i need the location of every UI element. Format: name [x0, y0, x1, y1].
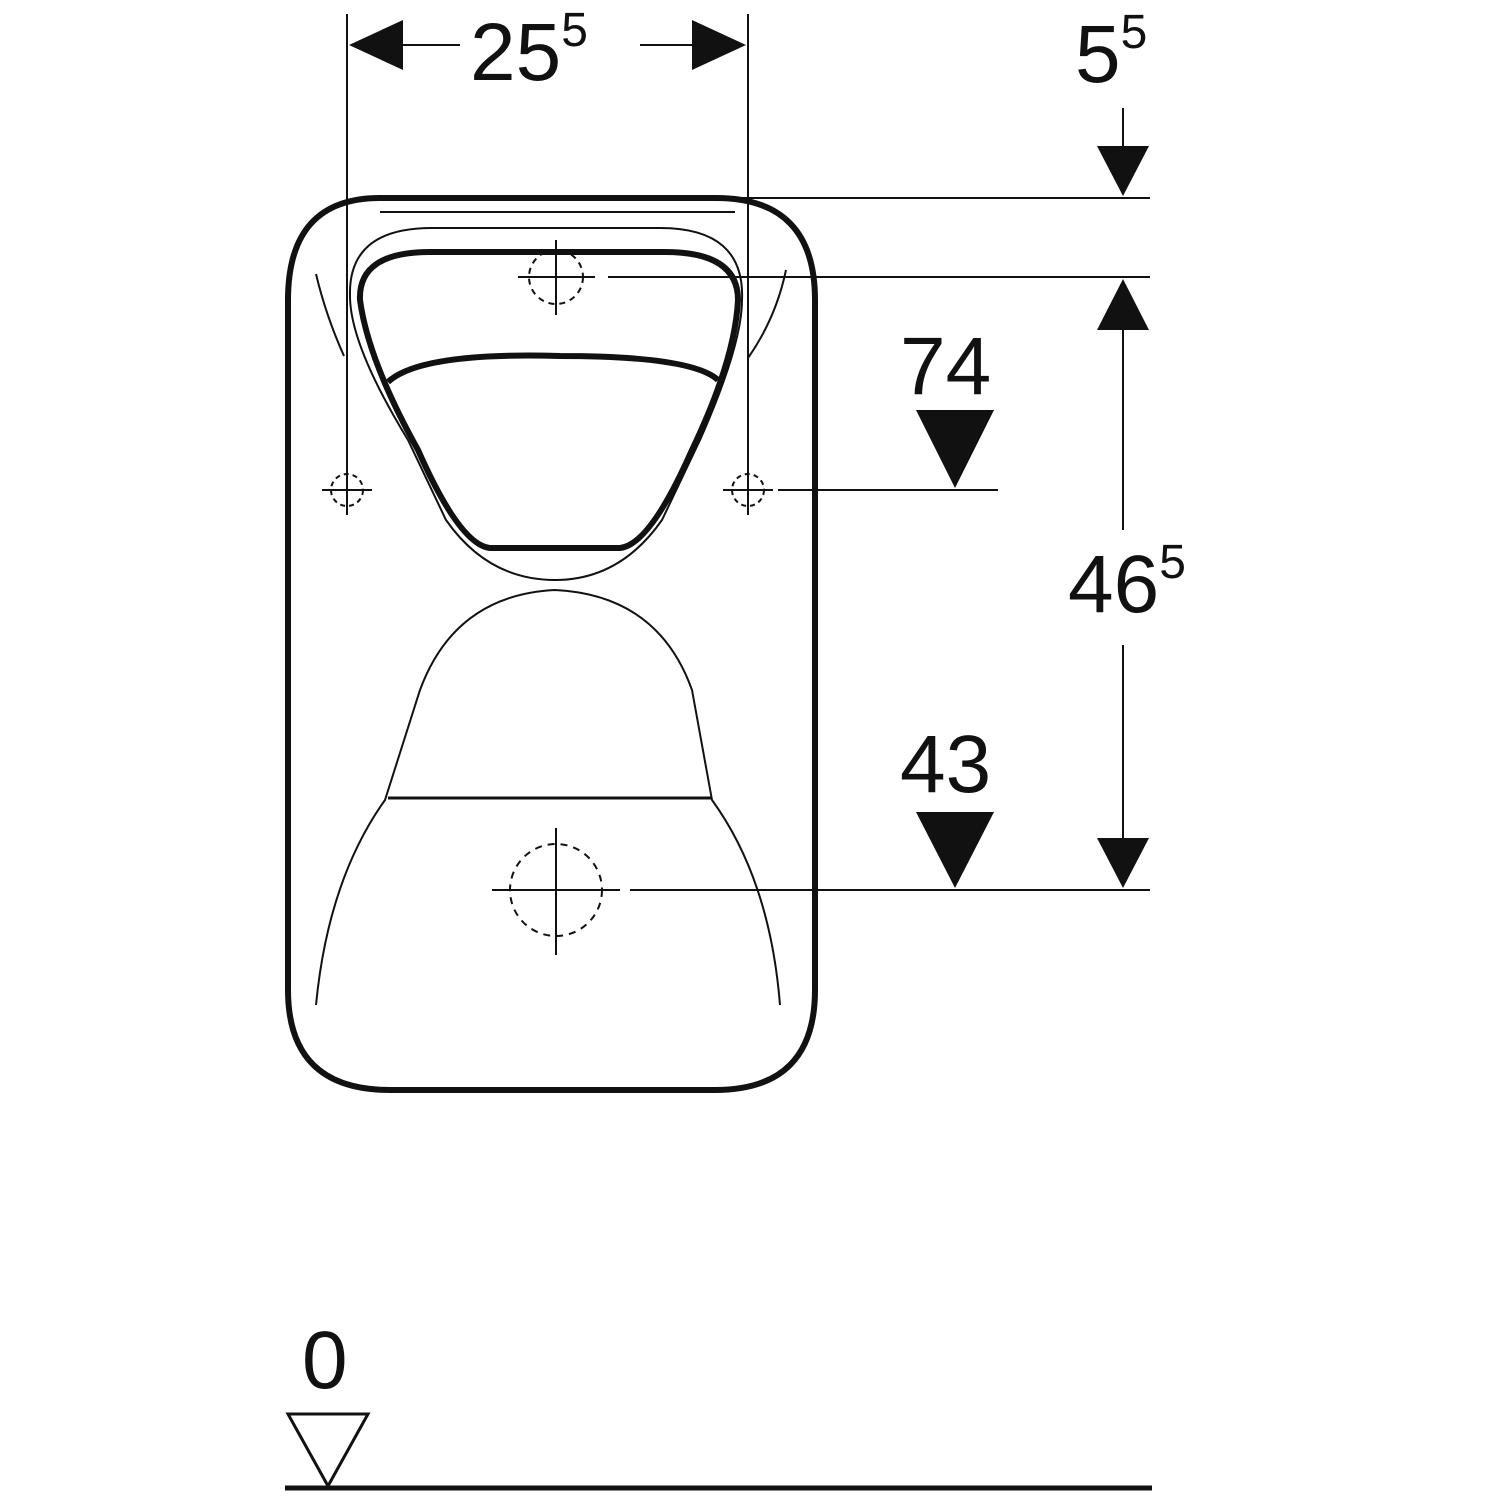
- label-lower-height: 43: [900, 719, 991, 810]
- lower-bowl: [315, 588, 781, 1006]
- dimension-labels: 255 55 74 465 43 0: [302, 4, 1186, 1406]
- arrow-down-span: [1097, 838, 1149, 888]
- label-upper-height: 74: [900, 321, 991, 412]
- arrow-left: [349, 20, 403, 70]
- arrow-up-span: [1097, 279, 1149, 330]
- drain-outlet-hole: [492, 828, 620, 955]
- top-inlet-hole: [518, 240, 595, 315]
- outer-body: [285, 195, 818, 1093]
- arrow-down-top-offset: [1097, 146, 1149, 196]
- arrow-right: [692, 20, 746, 70]
- holes: [322, 240, 773, 955]
- label-width-between-holes: 255: [470, 4, 588, 98]
- upper-bowl-inner: [356, 249, 742, 551]
- side-line-left: [315, 273, 345, 357]
- label-floor-level: 0: [302, 1315, 348, 1406]
- upper-bowl-outer: [348, 227, 744, 582]
- side-line-right: [747, 269, 787, 359]
- floor-reference: [285, 1412, 1152, 1491]
- label-center-span: 465: [1068, 536, 1186, 630]
- label-top-offset: 55: [1075, 6, 1147, 100]
- floor-level-marker: [285, 1412, 371, 1490]
- arrow-down-74: [916, 410, 994, 488]
- dimension-lines: [346, 14, 1150, 891]
- basin-curve: [385, 352, 721, 385]
- arrow-down-43: [916, 812, 994, 888]
- urinal-outline: [285, 195, 818, 1093]
